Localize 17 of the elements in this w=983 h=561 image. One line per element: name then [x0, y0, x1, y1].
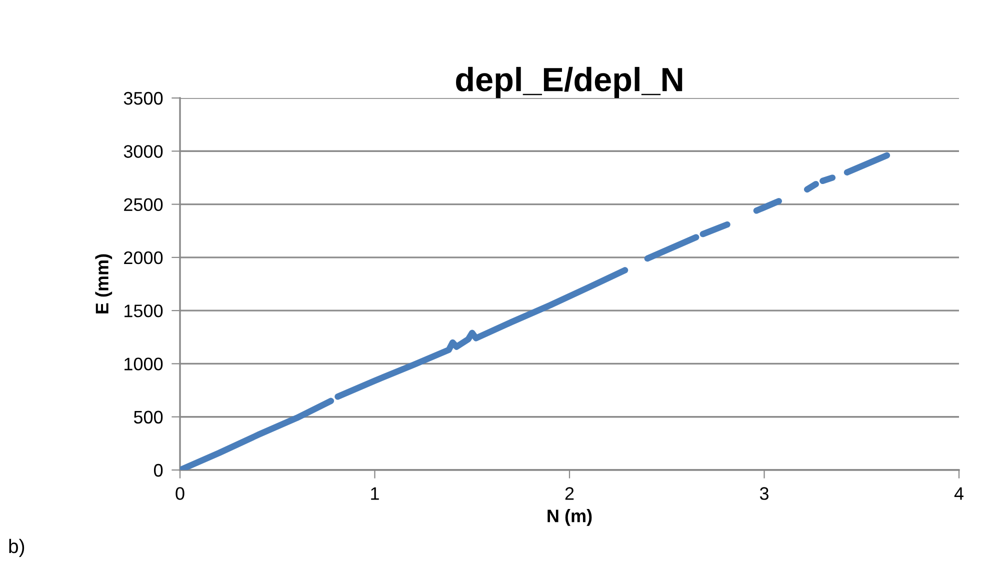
x-tick-label: 2	[565, 487, 574, 500]
x-axis-title: N (m)	[548, 509, 592, 526]
x-tick-label: 1	[371, 487, 379, 500]
y-tick-label: 0	[154, 464, 163, 477]
y-axis-title: E (mm)	[95, 254, 112, 314]
y-tick-label: 1500	[124, 304, 163, 318]
x-tick-label: 0	[176, 487, 184, 500]
text: b)	[9, 538, 24, 557]
y-tick-label: 2000	[124, 251, 163, 264]
y-tick-label: 3500	[124, 92, 163, 105]
y-tick-label: 3000	[124, 145, 163, 158]
chart-title: depl_E/depl_N	[456, 66, 682, 98]
y-tick-label: 1000	[124, 358, 163, 370]
y-tick-label: 500	[134, 410, 163, 424]
x-tick-label: 3	[760, 487, 768, 500]
y-tick-label: 2500	[124, 198, 163, 212]
x-tick-label: 4	[954, 487, 964, 500]
